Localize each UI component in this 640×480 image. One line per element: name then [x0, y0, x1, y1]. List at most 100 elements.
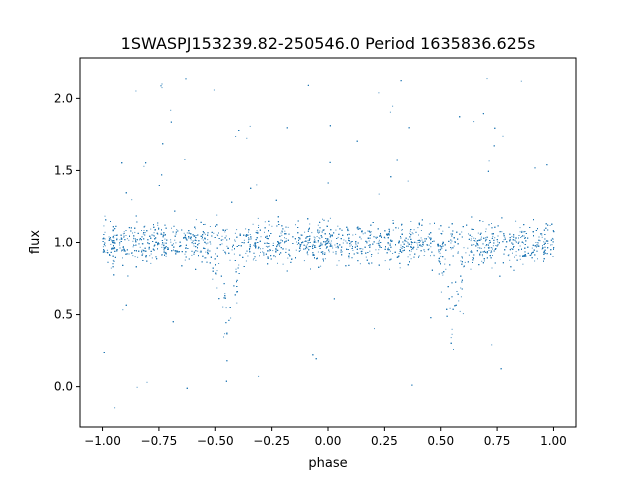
data-point	[119, 244, 121, 246]
data-point	[451, 333, 453, 335]
data-point	[335, 246, 337, 248]
data-point	[473, 237, 475, 239]
data-point	[173, 243, 174, 245]
data-point	[492, 245, 494, 247]
data-point	[207, 248, 209, 250]
data-point	[296, 241, 298, 243]
data-point	[143, 165, 145, 167]
data-point	[335, 229, 337, 231]
data-point	[112, 236, 114, 238]
data-point	[306, 236, 308, 238]
data-point	[551, 244, 553, 246]
data-point	[103, 249, 105, 251]
data-point	[450, 337, 452, 339]
data-point	[234, 240, 236, 242]
data-point	[451, 240, 453, 242]
data-point	[304, 231, 306, 233]
data-point	[519, 245, 521, 247]
data-point	[464, 261, 466, 263]
data-point	[324, 258, 326, 260]
data-point	[358, 227, 360, 229]
data-point	[463, 247, 465, 249]
data-point	[299, 237, 301, 239]
data-point	[520, 237, 522, 238]
data-point	[431, 237, 432, 239]
data-point	[157, 224, 159, 226]
data-point	[303, 260, 305, 262]
data-point	[531, 254, 532, 256]
data-point	[491, 251, 493, 253]
data-point	[492, 248, 493, 250]
data-point	[174, 239, 176, 241]
data-point	[450, 242, 452, 244]
data-point	[368, 240, 370, 242]
data-point	[417, 244, 419, 246]
data-point	[388, 247, 389, 249]
data-point	[131, 199, 133, 201]
data-point	[356, 252, 358, 254]
data-point	[264, 231, 265, 233]
data-point	[473, 121, 475, 123]
data-point	[442, 230, 444, 232]
data-point	[457, 251, 459, 253]
data-point	[547, 243, 549, 244]
data-point	[347, 230, 348, 232]
data-point	[492, 235, 494, 237]
data-point	[460, 296, 462, 298]
data-point	[387, 243, 389, 245]
data-point	[392, 105, 394, 107]
data-point	[515, 251, 517, 253]
data-point	[236, 229, 238, 231]
data-point	[307, 254, 309, 256]
data-point	[536, 246, 538, 247]
data-point	[378, 249, 380, 251]
data-point	[535, 242, 537, 243]
data-point	[480, 247, 482, 249]
data-point	[376, 242, 378, 244]
chart-title: 1SWASPJ153239.82-250546.0 Period 1635836…	[121, 34, 536, 53]
data-point	[389, 234, 390, 236]
data-point	[531, 247, 533, 249]
data-point	[541, 234, 543, 236]
data-point	[257, 248, 259, 250]
data-point	[184, 159, 186, 160]
data-point	[132, 246, 134, 248]
data-point	[196, 240, 198, 242]
data-point	[515, 220, 517, 222]
data-point	[410, 221, 412, 222]
data-point	[317, 241, 319, 243]
data-point	[295, 249, 297, 251]
data-point	[399, 267, 401, 269]
data-point	[322, 218, 323, 220]
data-point	[537, 242, 539, 244]
data-point	[205, 257, 207, 259]
data-point	[234, 239, 236, 241]
data-point	[236, 302, 238, 304]
scatter-points	[102, 78, 555, 409]
data-point	[202, 239, 204, 241]
data-point	[369, 250, 371, 252]
data-point	[470, 240, 472, 242]
data-point	[222, 229, 224, 230]
data-point	[406, 240, 408, 242]
data-point	[484, 240, 486, 242]
data-point	[387, 249, 389, 251]
data-point	[272, 250, 274, 252]
data-point	[268, 224, 270, 226]
data-point	[245, 234, 247, 236]
data-point	[481, 254, 483, 256]
data-point	[366, 242, 368, 244]
data-point	[143, 230, 145, 231]
data-point	[485, 237, 486, 239]
data-point	[191, 254, 193, 256]
data-point	[223, 336, 224, 338]
data-point	[488, 160, 490, 162]
data-point	[150, 262, 152, 264]
data-point	[146, 381, 148, 383]
data-point	[508, 254, 510, 256]
data-point	[362, 248, 364, 250]
data-point	[442, 274, 444, 276]
data-point	[380, 235, 382, 237]
data-point	[123, 231, 125, 233]
data-point	[462, 313, 464, 315]
